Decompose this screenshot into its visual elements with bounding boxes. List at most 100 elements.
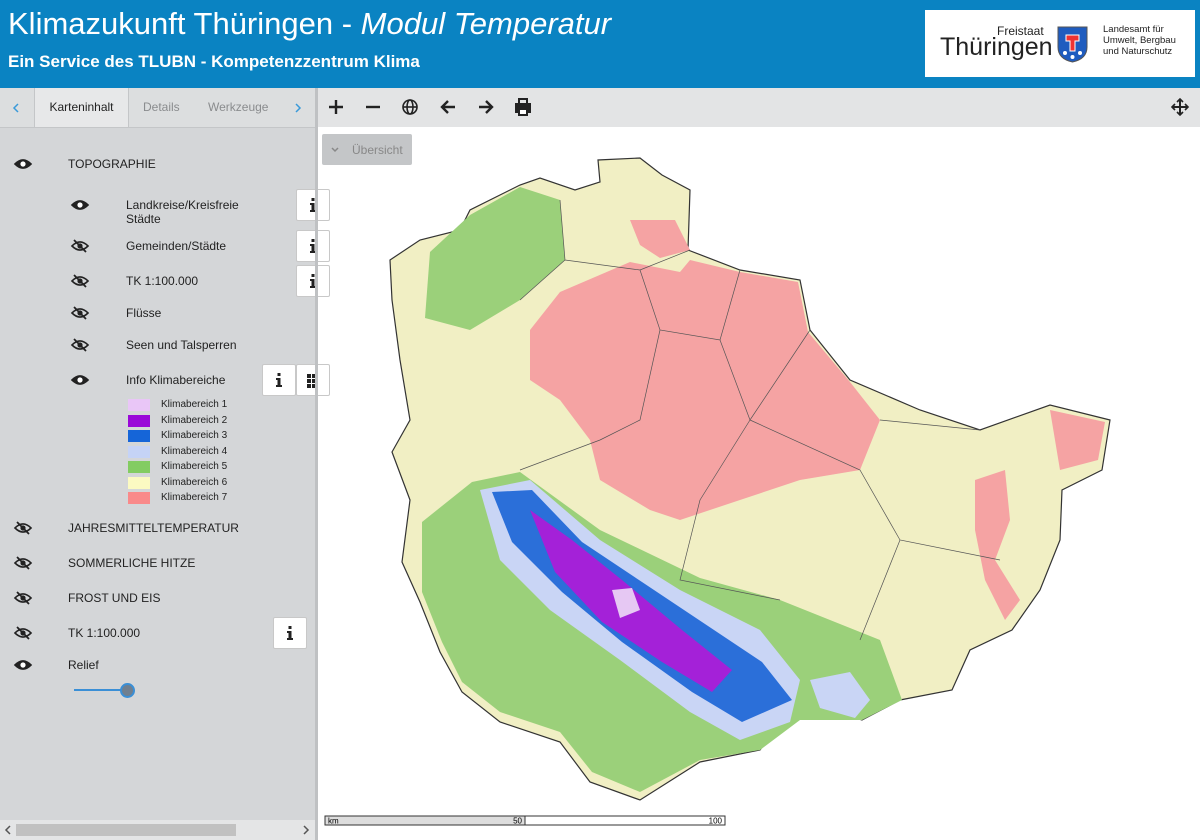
side-panel: Karteninhalt Details Werkzeuge TOPOGRAPHIE… — [0, 88, 330, 840]
info-dot — [288, 626, 292, 629]
h-scrollbar — [0, 820, 315, 840]
legend-swatch — [128, 414, 150, 427]
info-button[interactable] — [296, 230, 330, 262]
scroll-right[interactable] — [300, 824, 312, 836]
logo: Freistaat Thüringen Landesamt für Umwelt… — [925, 10, 1195, 77]
scroll-thumb[interactable] — [16, 824, 236, 836]
district-borders — [519, 199, 1001, 641]
info-stem — [310, 203, 316, 212]
splitter[interactable] — [315, 88, 318, 840]
pan[interactable] — [1170, 97, 1190, 117]
info-button[interactable] — [273, 617, 307, 649]
legend-label: Klimabereich 3 — [161, 430, 228, 441]
eye-open[interactable] — [70, 198, 90, 212]
legend-button[interactable] — [296, 364, 330, 396]
tab-prev[interactable] — [10, 102, 22, 114]
region-climate-7 — [1050, 410, 1105, 470]
header: Klimazukunft Thüringen - Modul Temperatu… — [0, 0, 1200, 88]
title-module: Modul Temperatur — [360, 6, 612, 41]
eye-hidden[interactable] — [13, 521, 33, 535]
eye-hidden[interactable] — [70, 274, 90, 288]
overview-button[interactable]: Übersicht — [322, 134, 412, 165]
layer-label: SOMMERLICHE HITZE — [68, 556, 196, 570]
eye-hidden[interactable] — [70, 338, 90, 352]
grid-cell — [307, 379, 311, 383]
grid-cell — [312, 379, 316, 383]
tab[interactable]: Werkzeuge — [208, 100, 269, 114]
info-dot — [311, 239, 315, 242]
logo-name: Thüringen — [940, 33, 1053, 61]
chevron — [331, 147, 339, 153]
map[interactable]: km 50 100 — [318, 127, 1200, 840]
legend-label: Klimabereich 7 — [161, 492, 228, 503]
layer-label: TOPOGRAPHIE — [68, 157, 156, 171]
eye-hidden[interactable] — [13, 591, 33, 605]
layer-label: Landkreise/Kreisfreie Städte — [126, 198, 239, 226]
info-stem — [310, 279, 316, 288]
scale-tick: 100 — [709, 817, 723, 826]
info-dot — [277, 373, 281, 376]
eye-slash — [73, 306, 87, 320]
tab[interactable]: Karteninhalt — [34, 88, 129, 127]
eye-pupil — [77, 377, 83, 383]
subtitle: Ein Service des TLUBN - Kompetenzzentrum… — [8, 52, 420, 71]
overview-label: Übersicht — [352, 143, 403, 157]
region-climate-5 — [425, 187, 565, 330]
layer-label: Info Klimabereiche — [126, 373, 226, 387]
forward[interactable] — [479, 100, 494, 114]
layer-list: TOPOGRAPHIE Landkreise/Kreisfreie Städte G… — [0, 88, 330, 840]
eye-hidden[interactable] — [70, 239, 90, 253]
eye-open[interactable] — [13, 157, 33, 171]
grid-cell — [307, 374, 311, 378]
legend-swatch — [128, 445, 150, 458]
eye-slash — [16, 626, 30, 640]
eye-hidden[interactable] — [13, 626, 33, 640]
tab-bar: Karteninhalt Details Werkzeuge — [0, 88, 315, 128]
legend-icon — [307, 374, 316, 388]
scroll-left[interactable] — [2, 824, 14, 836]
info-dot — [311, 274, 315, 277]
eye-slash — [73, 338, 87, 352]
region-climate-7 — [630, 220, 690, 258]
print[interactable] — [515, 98, 531, 116]
eye-hidden[interactable] — [13, 556, 33, 570]
globe[interactable] — [402, 99, 418, 115]
info-stem — [310, 244, 316, 253]
grid-cell — [307, 384, 311, 388]
info-icon — [310, 198, 316, 212]
logo-agency: Landesamt für Umwelt, Bergbau und Naturs… — [1103, 24, 1176, 57]
layer-label: FROST UND EIS — [68, 591, 161, 605]
agency-line: Landesamt für — [1103, 24, 1164, 35]
grid-cell — [312, 384, 316, 388]
layer-label: Gemeinden/Städte — [126, 239, 227, 253]
legend-label: Klimabereich 2 — [161, 414, 228, 426]
eye-slash — [73, 274, 87, 288]
legend-swatch — [128, 461, 150, 473]
legend-label: Klimabereich 1 — [161, 399, 228, 410]
legend-swatch — [128, 430, 150, 442]
eye-open[interactable] — [13, 658, 33, 672]
layer-label: Relief — [68, 658, 99, 672]
layer-label: TK 1:100.000 — [68, 626, 141, 640]
info-button[interactable] — [262, 364, 296, 396]
info-button[interactable] — [296, 189, 330, 221]
legend-label: Klimabereich 4 — [161, 445, 228, 457]
legend-label: Klimabereich 5 — [161, 461, 228, 472]
scale-segment — [324, 815, 526, 826]
region-climate-7 — [975, 470, 1020, 620]
tab-next[interactable] — [292, 102, 304, 114]
legend-label: Klimabereich 6 — [161, 476, 228, 488]
eye-open[interactable] — [70, 373, 90, 387]
tab[interactable]: Details — [143, 100, 180, 114]
zoom-in[interactable] — [329, 100, 343, 114]
legend-swatch — [128, 399, 150, 411]
back[interactable] — [440, 100, 455, 114]
info-icon — [310, 239, 316, 253]
eye-slash — [73, 239, 87, 253]
scale-tick: 50 — [513, 817, 522, 826]
eye-hidden[interactable] — [70, 306, 90, 320]
layer-label: JAHRESMITTELTEMPERATUR — [68, 521, 239, 535]
logo-state: Freistaat — [997, 24, 1044, 38]
info-button[interactable] — [296, 265, 330, 297]
slider-thumb[interactable] — [120, 683, 135, 698]
